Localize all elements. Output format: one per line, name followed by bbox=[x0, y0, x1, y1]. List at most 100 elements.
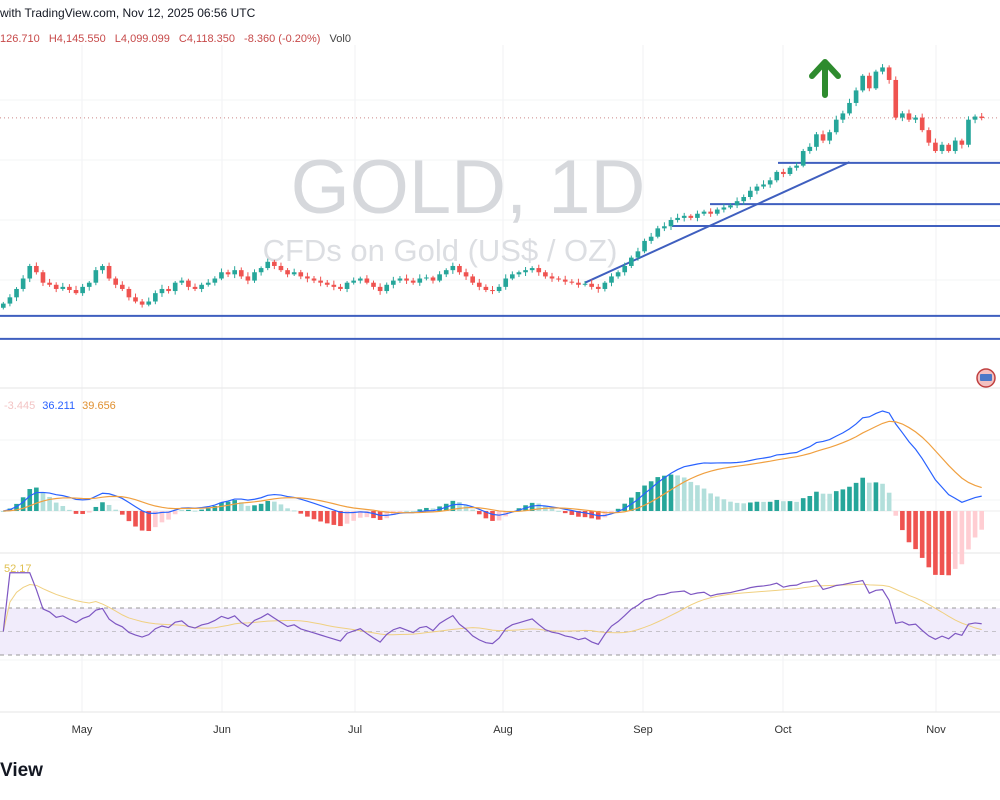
candle bbox=[252, 269, 257, 283]
candle bbox=[463, 268, 469, 280]
up-arrow-icon bbox=[809, 59, 841, 98]
macd-histogram-bar bbox=[60, 505, 66, 511]
candle-body bbox=[278, 265, 284, 271]
candle bbox=[754, 183, 760, 195]
candle bbox=[701, 209, 707, 216]
candle bbox=[430, 275, 436, 284]
macd-histogram-bar bbox=[714, 496, 720, 511]
rsi-legend: 52.17 bbox=[4, 563, 32, 575]
candle-body bbox=[919, 117, 925, 131]
candle-body bbox=[212, 278, 218, 283]
candle bbox=[450, 262, 456, 274]
tradingview-brand: View bbox=[0, 760, 43, 781]
candle bbox=[265, 258, 271, 271]
candle-body bbox=[119, 284, 125, 289]
candle-body bbox=[595, 286, 601, 289]
candle bbox=[946, 143, 951, 153]
candle-body bbox=[371, 282, 376, 287]
macd-histogram-bar bbox=[615, 508, 621, 511]
candle-body bbox=[364, 278, 370, 283]
candle-body bbox=[430, 277, 436, 281]
candle bbox=[371, 280, 376, 290]
candle-body bbox=[153, 293, 158, 302]
candle bbox=[205, 279, 211, 287]
macd-histogram-bar bbox=[536, 503, 542, 511]
macd-histogram-bar bbox=[774, 499, 780, 511]
candle-body bbox=[728, 205, 733, 208]
macd-histogram-bar bbox=[695, 485, 700, 511]
candle-body bbox=[186, 280, 191, 287]
month-label: Aug bbox=[493, 724, 513, 736]
macd-histogram-bar bbox=[609, 511, 614, 514]
candle-body bbox=[424, 277, 429, 279]
candle-body bbox=[582, 283, 588, 285]
macd-histogram-bar bbox=[840, 489, 846, 511]
macd-histogram-bar bbox=[245, 505, 251, 511]
macd-histogram-bar bbox=[906, 511, 912, 543]
macd-histogram-bar bbox=[238, 502, 244, 511]
candle-body bbox=[205, 282, 211, 285]
macd-histogram-bar bbox=[364, 511, 370, 518]
candle bbox=[913, 115, 918, 124]
candle-body bbox=[166, 288, 171, 292]
candle bbox=[192, 283, 198, 292]
candle-body bbox=[34, 265, 39, 273]
candle-body bbox=[53, 284, 59, 289]
macd-histogram-bar bbox=[681, 477, 687, 511]
macd-histogram-bar bbox=[754, 501, 760, 511]
macd-histogram-bar bbox=[457, 502, 462, 511]
macd-histogram-bar bbox=[305, 511, 310, 517]
candle bbox=[199, 282, 204, 293]
snapshot-icon[interactable] bbox=[976, 368, 996, 388]
candle-body bbox=[463, 272, 469, 277]
candle bbox=[939, 141, 945, 154]
candle bbox=[47, 278, 52, 287]
candle bbox=[67, 284, 72, 293]
candle bbox=[761, 180, 766, 189]
candle bbox=[331, 280, 337, 291]
rsi-ma-line bbox=[2, 583, 982, 636]
candle bbox=[523, 267, 528, 277]
candle-body bbox=[357, 278, 363, 281]
ohlc-high: H4,145.550 bbox=[48, 33, 106, 45]
macd-histogram-bar bbox=[225, 501, 231, 511]
candle-body bbox=[615, 272, 621, 277]
candle-body bbox=[232, 270, 237, 275]
candle bbox=[100, 264, 105, 274]
candle bbox=[595, 283, 601, 293]
candle-body bbox=[847, 102, 852, 114]
macd-histogram-bar bbox=[430, 508, 436, 511]
candle-body bbox=[814, 134, 819, 147]
candle bbox=[979, 112, 985, 121]
macd-histogram-bar bbox=[787, 501, 793, 511]
candle-body bbox=[543, 272, 548, 277]
candle-body bbox=[781, 171, 786, 175]
candle-body bbox=[470, 276, 475, 283]
candle-body bbox=[721, 207, 727, 210]
macd-histogram-bar bbox=[893, 511, 899, 516]
candle-body bbox=[14, 288, 19, 298]
macd-histogram-bar bbox=[866, 482, 872, 511]
candle bbox=[510, 271, 515, 281]
candle-body bbox=[648, 236, 654, 241]
macd-histogram-bar bbox=[642, 485, 647, 511]
candle bbox=[318, 276, 323, 287]
candle-body bbox=[681, 215, 687, 218]
candle-body bbox=[880, 67, 885, 72]
candle bbox=[569, 279, 575, 285]
candle-body bbox=[331, 284, 337, 287]
macd-histogram-bar bbox=[569, 511, 575, 515]
candle bbox=[741, 194, 747, 205]
candle bbox=[853, 87, 859, 107]
candle bbox=[536, 264, 542, 276]
macd-histogram-bar bbox=[153, 511, 158, 528]
candle bbox=[873, 69, 879, 90]
candle bbox=[410, 277, 416, 285]
macd-line bbox=[3, 410, 982, 517]
macd-histogram-bar bbox=[126, 511, 132, 522]
candle bbox=[238, 267, 244, 279]
candle bbox=[179, 277, 185, 285]
macd-histogram-bar bbox=[291, 510, 297, 512]
candle-body bbox=[866, 75, 872, 89]
